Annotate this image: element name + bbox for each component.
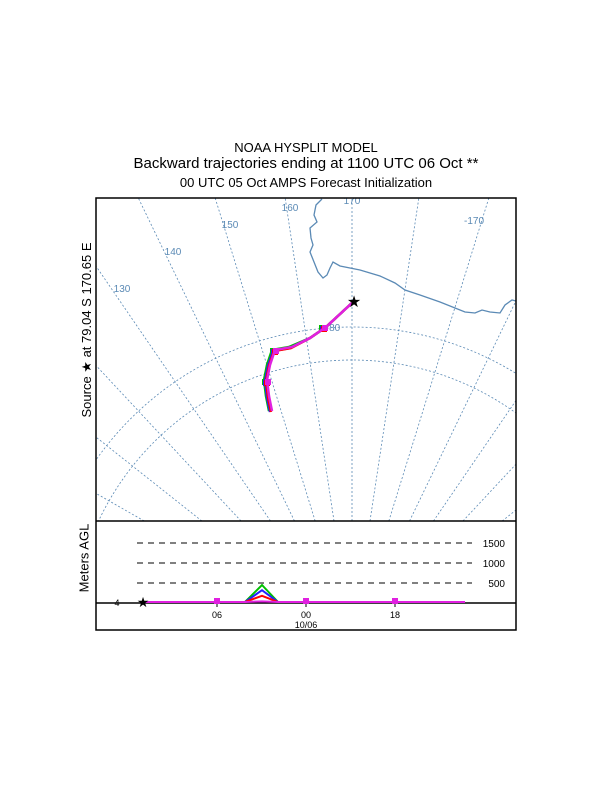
x-date-label: 10/06: [295, 620, 318, 630]
meridian-line: [409, 300, 516, 521]
meridian-label: 130: [114, 284, 131, 295]
plot-frame: [95, 197, 517, 631]
height-marker: [303, 598, 309, 604]
height-marker: [214, 598, 220, 604]
title-model: NOAA HYSPLIT MODEL: [234, 140, 378, 155]
meridian-line: [214, 198, 316, 521]
y-tick-label: 500: [488, 579, 505, 590]
trajectory-marker: [273, 348, 279, 354]
meridian-line: [433, 400, 516, 521]
y-tick-label: 1000: [483, 559, 506, 570]
latitude-circle: [96, 326, 516, 461]
latitude-circle: [98, 359, 516, 521]
trajectory-marker: [265, 379, 271, 385]
latitude-label: -80: [326, 323, 341, 334]
y-axis-label: Meters AGL: [76, 523, 92, 593]
coastline: [309, 198, 516, 314]
meridian-line: [516, 521, 612, 576]
meridian-line: [284, 198, 335, 521]
title-trajectory: Backward trajectories ending at 1100 UTC…: [133, 155, 479, 172]
meridian-label: 140: [165, 247, 182, 258]
meridian-line: [96, 493, 145, 521]
meridian-line: [388, 198, 490, 521]
meridian-label: -170: [464, 216, 484, 227]
meridian-line: [96, 365, 242, 521]
start-height-label: 4: [114, 598, 119, 608]
meridian-label: 150: [222, 220, 239, 231]
map-trajectory-traj-magenta: [265, 301, 354, 412]
meridian-line: [516, 521, 560, 546]
meridian-line: [462, 463, 516, 521]
x-tick-label: 06: [212, 610, 222, 620]
vertical-star-icon: ★: [137, 594, 150, 610]
source-star-icon: ★: [347, 294, 361, 311]
map-trajectories: [262, 301, 354, 413]
height-trajectory-traj-magenta: [143, 600, 465, 603]
source-label: Source ★ at 79.04 S 170.65 E: [79, 242, 94, 418]
x-tick-label: 00: [301, 610, 311, 620]
map-trajectory-traj-green: [262, 301, 354, 412]
meridian-line: [501, 509, 516, 521]
meridian-line: [369, 198, 420, 521]
meridian-label: 160: [282, 203, 299, 214]
map-grid: 130 140 150 160 170 -170 -80: [96, 196, 612, 576]
x-tick-label: 18: [390, 610, 400, 620]
meridian-line: [96, 436, 203, 521]
trajectory-marker: [322, 325, 328, 331]
vertical-profile: 1500 1000 500 4 06 00 18 10/06: [114, 539, 505, 630]
title-init: 00 UTC 05 Oct AMPS Forecast Initializati…: [179, 175, 433, 190]
y-tick-label: 1500: [483, 539, 506, 550]
meridian-line: [96, 265, 271, 521]
meridian-label: 170: [344, 196, 361, 207]
height-marker: [392, 598, 398, 604]
